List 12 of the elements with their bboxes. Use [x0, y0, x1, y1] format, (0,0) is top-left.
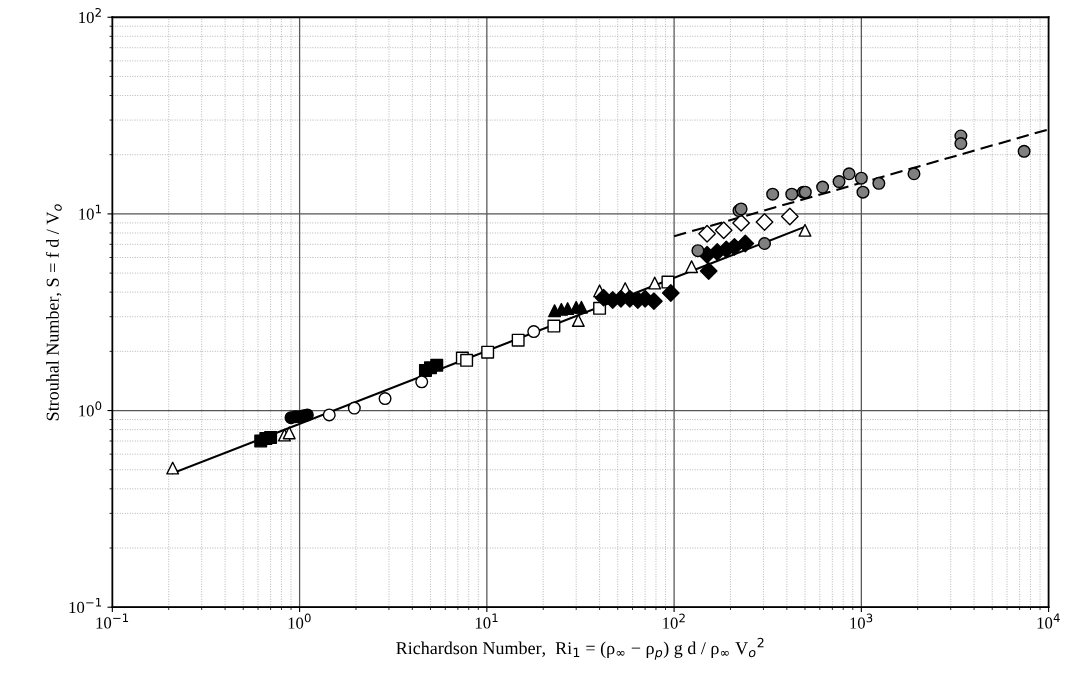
x-tick-label: 10$^{1}$	[475, 613, 498, 629]
y-tick-label: 10$^{1}$	[79, 204, 101, 220]
y-tick-label: 10$^{0}$	[79, 401, 102, 417]
x-tick-label: 10$^{4}$	[1037, 613, 1060, 629]
y-tick-label: 10$^{−1}$	[69, 598, 102, 614]
y-tick-label: 10$^{2}$	[79, 7, 101, 24]
x-tick-label: 10$^{−1}$	[96, 613, 129, 629]
x-tick-label: 10$^{3}$	[850, 613, 873, 629]
text: Richardson Number, Ri$_{1}$ = (ρ$_{∞}$ − ρ$_{p}$) g d / ρ$_{∞}$ V$_{o}$$^{2}$	[396, 637, 764, 660]
x-tick-label: 10$^{2}$	[663, 613, 685, 629]
y-axis-title: Strouhal Number, S = f d / V$_{o}$	[45, 204, 62, 421]
x-tick-label: 10$^{0}$	[288, 613, 311, 629]
